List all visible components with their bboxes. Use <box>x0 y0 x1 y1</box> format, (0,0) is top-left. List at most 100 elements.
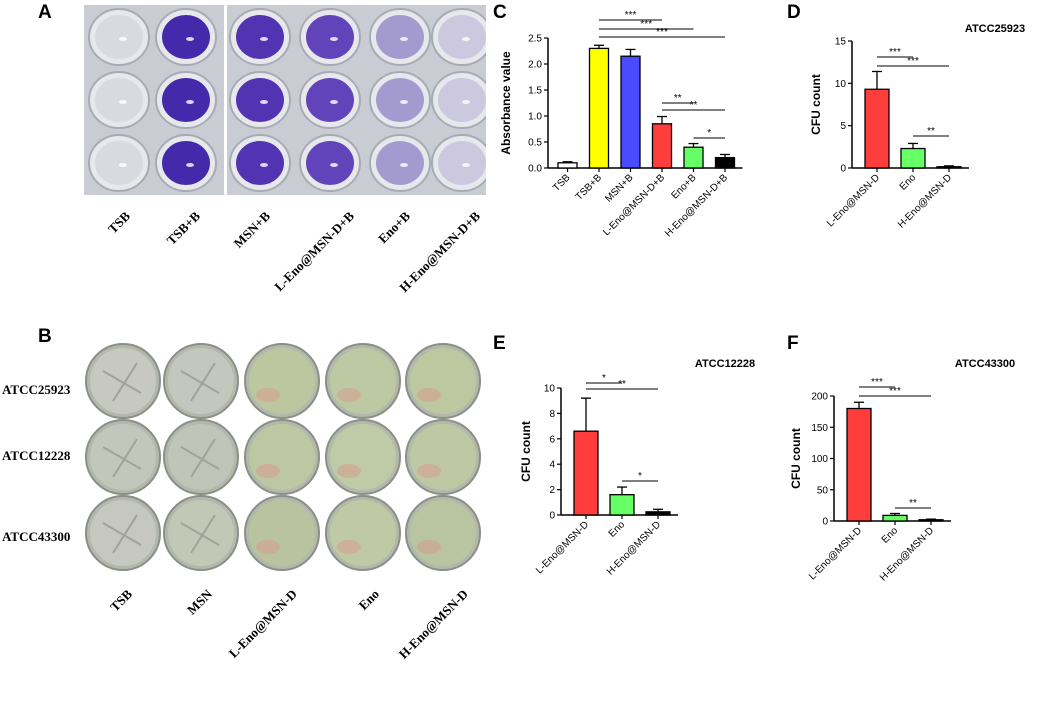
y-tick-label: 5 <box>840 121 846 132</box>
chart-absorbance: Absorbance value 0.0 0.5 1.0 1.5 2.0 2.5 TSB TSB… <box>499 10 743 239</box>
agar-plate <box>90 500 156 566</box>
significance-label: ** <box>909 498 917 509</box>
significance-label: ** <box>618 379 626 390</box>
well-highlight <box>330 100 338 104</box>
x-tick-label: TSB+B <box>574 172 605 203</box>
agar-plate <box>168 348 234 414</box>
well <box>306 141 354 185</box>
y-tick-label: 10 <box>544 384 556 395</box>
y-tick-label: 10 <box>835 79 847 90</box>
well <box>438 78 486 122</box>
bar <box>557 162 578 169</box>
y-tick-label: 0.0 <box>528 164 542 175</box>
agar-stain <box>417 388 441 402</box>
agar-plate <box>90 348 156 414</box>
bar <box>651 123 673 169</box>
x-tick-label: L-Eno@MSN-D <box>534 519 591 576</box>
well-plate-photo <box>84 5 486 195</box>
bar <box>645 511 671 516</box>
agar-plates-photo <box>84 339 485 573</box>
panel-letter-e: E <box>493 333 506 354</box>
well-highlight <box>260 100 268 104</box>
bar <box>620 55 641 169</box>
agar-stain <box>337 540 361 554</box>
y-tick-label: 6 <box>549 434 555 445</box>
well-highlight <box>330 163 338 167</box>
well <box>306 15 354 59</box>
well <box>162 15 210 59</box>
well-label: TSB <box>104 208 133 237</box>
agar-plate <box>330 500 396 566</box>
agar-plate <box>90 424 156 490</box>
x-tick-label: Eno <box>898 172 919 193</box>
y-tick-label: 15 <box>835 37 847 48</box>
well-highlight <box>260 37 268 41</box>
y-axis-label: CFU count <box>519 421 533 482</box>
streak-line <box>180 438 220 478</box>
agar-plate <box>330 424 396 490</box>
streak-line <box>180 514 220 554</box>
agar-plate <box>249 348 315 414</box>
y-tick-label: 2.0 <box>528 60 542 71</box>
bar <box>900 147 926 169</box>
panel-letter-b: B <box>38 326 52 347</box>
significance-label: ** <box>674 93 682 104</box>
agar-stain <box>417 540 441 554</box>
significance-label: *** <box>907 56 919 67</box>
streak-line <box>102 514 142 554</box>
y-axis-label: CFU count <box>809 74 823 135</box>
agar-stain <box>256 540 280 554</box>
x-tick-label: H-Eno@MSN-D+B <box>663 172 730 239</box>
significance-label: *** <box>640 19 652 30</box>
well <box>438 141 486 185</box>
row-label-atcc43300: ATCC43300 <box>2 529 71 544</box>
bar <box>846 407 872 522</box>
bar <box>918 519 944 522</box>
agar-stain <box>256 464 280 478</box>
bar <box>936 166 962 169</box>
well-highlight <box>400 100 408 104</box>
well-highlight <box>119 100 127 104</box>
y-tick-label: 1.5 <box>528 86 542 97</box>
bar <box>683 146 704 169</box>
well <box>95 78 143 122</box>
well <box>162 78 210 122</box>
well <box>162 141 210 185</box>
agar-stain <box>417 464 441 478</box>
row-label-atcc12228: ATCC12228 <box>2 448 71 463</box>
bar <box>573 430 599 516</box>
well <box>236 141 284 185</box>
bar <box>714 156 736 169</box>
chart-title: ATCC25923 <box>965 23 1025 35</box>
significance-label: *** <box>889 386 901 397</box>
x-tick-label: L-Eno@MSN-D <box>825 172 882 229</box>
well-label: Eno+B <box>375 208 413 247</box>
agar-stain <box>337 388 361 402</box>
y-axis-label: Absorbance value <box>499 51 513 155</box>
chart-title: ATCC43300 <box>955 358 1015 370</box>
streak-line <box>102 438 142 478</box>
agar-plate <box>168 500 234 566</box>
agar-plate <box>410 500 476 566</box>
y-tick-label: 0 <box>549 511 555 522</box>
well-highlight <box>186 100 194 104</box>
y-tick-label: 0.5 <box>528 138 542 149</box>
x-tick-label: L-Eno@MSN-D+B <box>601 172 667 238</box>
agar-plate <box>410 424 476 490</box>
y-tick-label: 2.5 <box>528 34 542 45</box>
bar <box>609 494 635 516</box>
y-tick-label: 8 <box>549 409 555 420</box>
agar-plate <box>168 424 234 490</box>
y-tick-label: 2 <box>549 485 555 496</box>
significance-label: * <box>707 128 711 139</box>
y-tick-label: 0 <box>822 517 828 528</box>
significance-label: *** <box>625 10 637 21</box>
well-highlight <box>400 37 408 41</box>
agar-stain <box>256 388 280 402</box>
streak-line <box>102 362 142 402</box>
y-tick-label: 50 <box>817 485 829 496</box>
panel-letter-f: F <box>787 333 799 354</box>
well-highlight <box>330 37 338 41</box>
panel-letter-d: D <box>787 2 801 23</box>
